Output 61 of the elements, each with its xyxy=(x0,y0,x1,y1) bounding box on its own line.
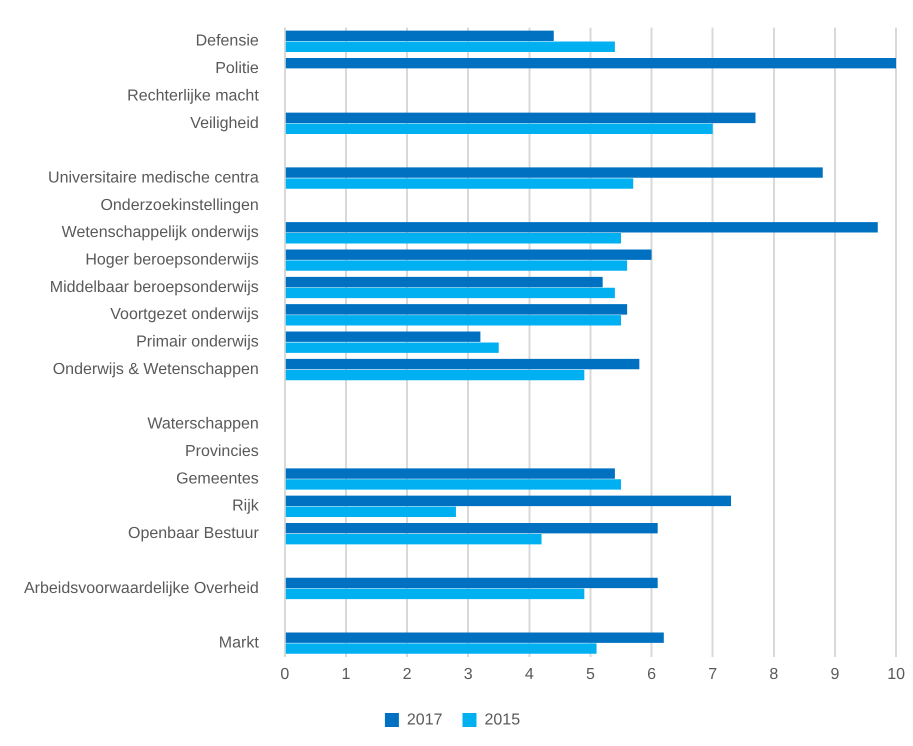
bar xyxy=(286,260,628,271)
x-tick-label: 8 xyxy=(769,666,778,683)
bar xyxy=(286,315,622,326)
bar xyxy=(286,534,542,544)
y-tick-label: Defensie xyxy=(196,32,259,50)
bar xyxy=(286,233,622,244)
y-tick-label: Gemeentes xyxy=(176,470,259,488)
y-tick-label: Waterschappen xyxy=(147,416,259,433)
bar xyxy=(286,643,597,654)
x-tick-label: 10 xyxy=(887,666,906,683)
bar xyxy=(286,276,603,288)
y-tick-label: Rijk xyxy=(232,498,260,515)
y-tick-label: Middelbaar beroepsonderwijs xyxy=(50,278,259,296)
x-tick-label: 7 xyxy=(708,666,718,683)
y-tick-label: Markt xyxy=(218,634,260,652)
x-tick-label: 0 xyxy=(280,666,290,683)
bar xyxy=(286,468,615,479)
bar xyxy=(286,342,499,353)
x-tick-label: 6 xyxy=(647,666,656,683)
bar xyxy=(286,124,713,134)
bar xyxy=(286,288,615,298)
bar xyxy=(286,42,615,52)
bar xyxy=(286,30,554,42)
legend-label: 2017 xyxy=(406,711,443,728)
x-tick-label: 4 xyxy=(524,666,534,683)
bar xyxy=(286,358,640,370)
bar xyxy=(286,506,456,518)
x-tick-label: 5 xyxy=(586,666,595,683)
y-tick-label: Rechterlijke macht xyxy=(127,87,260,104)
y-tick-label: Politie xyxy=(215,60,259,78)
y-tick-label: Universitaire medische centra xyxy=(48,169,259,186)
x-tick-label: 9 xyxy=(830,666,840,683)
y-tick-label: Openbaar Bestuur xyxy=(128,525,260,542)
y-tick-label: Voortgezet onderwijs xyxy=(110,306,259,324)
bar xyxy=(286,523,658,534)
y-tick-label: Provincies xyxy=(184,443,259,460)
bar xyxy=(286,578,658,588)
bar xyxy=(286,249,652,260)
bar xyxy=(286,370,584,380)
y-tick-label: Primair onderwijs xyxy=(136,334,259,351)
y-tick-label: Veiligheid xyxy=(190,114,259,132)
y-tick-label: Onderzoekinstellingen xyxy=(100,196,259,214)
bar xyxy=(286,167,823,178)
bar xyxy=(286,496,732,506)
bar xyxy=(286,112,756,124)
bar xyxy=(286,632,664,643)
x-tick-label: 1 xyxy=(341,666,350,683)
x-tick-label: 3 xyxy=(464,666,473,683)
x-tick-label: 2 xyxy=(402,666,412,683)
y-tick-label: Wetenschappelijk onderwijs xyxy=(62,224,259,242)
bar xyxy=(286,178,634,189)
y-tick-label: Hoger beroepsonderwijs xyxy=(85,252,259,269)
bar xyxy=(286,222,878,232)
bar xyxy=(286,332,480,342)
bar xyxy=(286,58,896,68)
y-tick-label: Onderwijs & Wetenschappen xyxy=(52,360,259,378)
bar xyxy=(286,479,622,490)
legend-label: 2015 xyxy=(484,711,520,728)
bar xyxy=(286,304,628,315)
y-tick-label: Arbeidsvoorwaardelijke Overheid xyxy=(24,580,259,597)
bar xyxy=(286,588,584,600)
